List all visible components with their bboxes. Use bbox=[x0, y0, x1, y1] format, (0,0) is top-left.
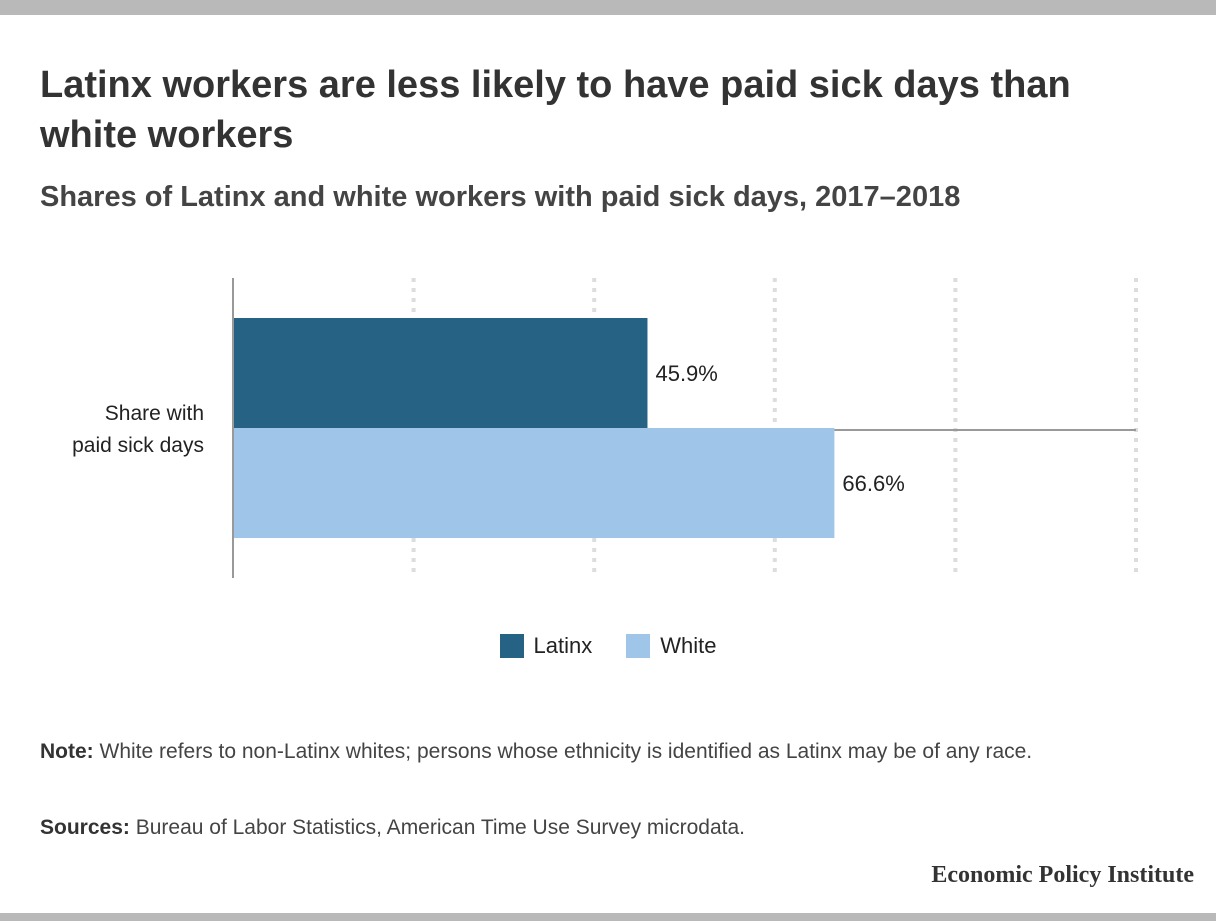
chart-title: Latinx workers are less likely to have p… bbox=[40, 64, 1071, 156]
legend-label-white: White bbox=[660, 633, 717, 658]
axes: Share with paid sick days bbox=[72, 278, 1136, 578]
legend-item-white: White bbox=[626, 633, 716, 659]
legend-label-latinx: Latinx bbox=[533, 633, 593, 658]
bottom-rule bbox=[0, 913, 1216, 921]
legend-swatch-white bbox=[626, 634, 651, 658]
bars bbox=[233, 318, 835, 538]
sources-text: Bureau of Labor Statistics, American Tim… bbox=[129, 816, 745, 839]
note: Note: White refers to non-Latinx whites;… bbox=[40, 736, 1180, 768]
category-label: Share with paid sick days bbox=[72, 402, 204, 457]
category-label-line: Share with bbox=[105, 402, 204, 425]
legend-swatch-latinx bbox=[499, 634, 524, 658]
note-label: Note: bbox=[40, 740, 94, 763]
bar-latinx bbox=[233, 318, 648, 428]
bar-chart: 45.9% 66.6% Share with paid sick days bbox=[72, 278, 1138, 578]
sources: Sources: Bureau of Labor Statistics, Ame… bbox=[40, 812, 1180, 844]
bar-white bbox=[233, 428, 835, 538]
legend-item-latinx: Latinx bbox=[499, 633, 593, 659]
legend: Latinx White bbox=[0, 633, 1216, 659]
sources-label: Sources: bbox=[40, 816, 130, 839]
data-label-white: 66.6% bbox=[842, 471, 904, 496]
chart-subtitle: Shares of Latinx and white workers with … bbox=[40, 181, 961, 213]
category-label-line: paid sick days bbox=[72, 434, 204, 457]
data-label-latinx: 45.9% bbox=[655, 361, 717, 386]
top-rule bbox=[0, 0, 1216, 15]
data-labels: 45.9% 66.6% bbox=[655, 361, 904, 496]
epi-logo: Economic Policy Institute bbox=[931, 862, 1194, 888]
note-text: White refers to non-Latinx whites; perso… bbox=[93, 740, 1033, 763]
